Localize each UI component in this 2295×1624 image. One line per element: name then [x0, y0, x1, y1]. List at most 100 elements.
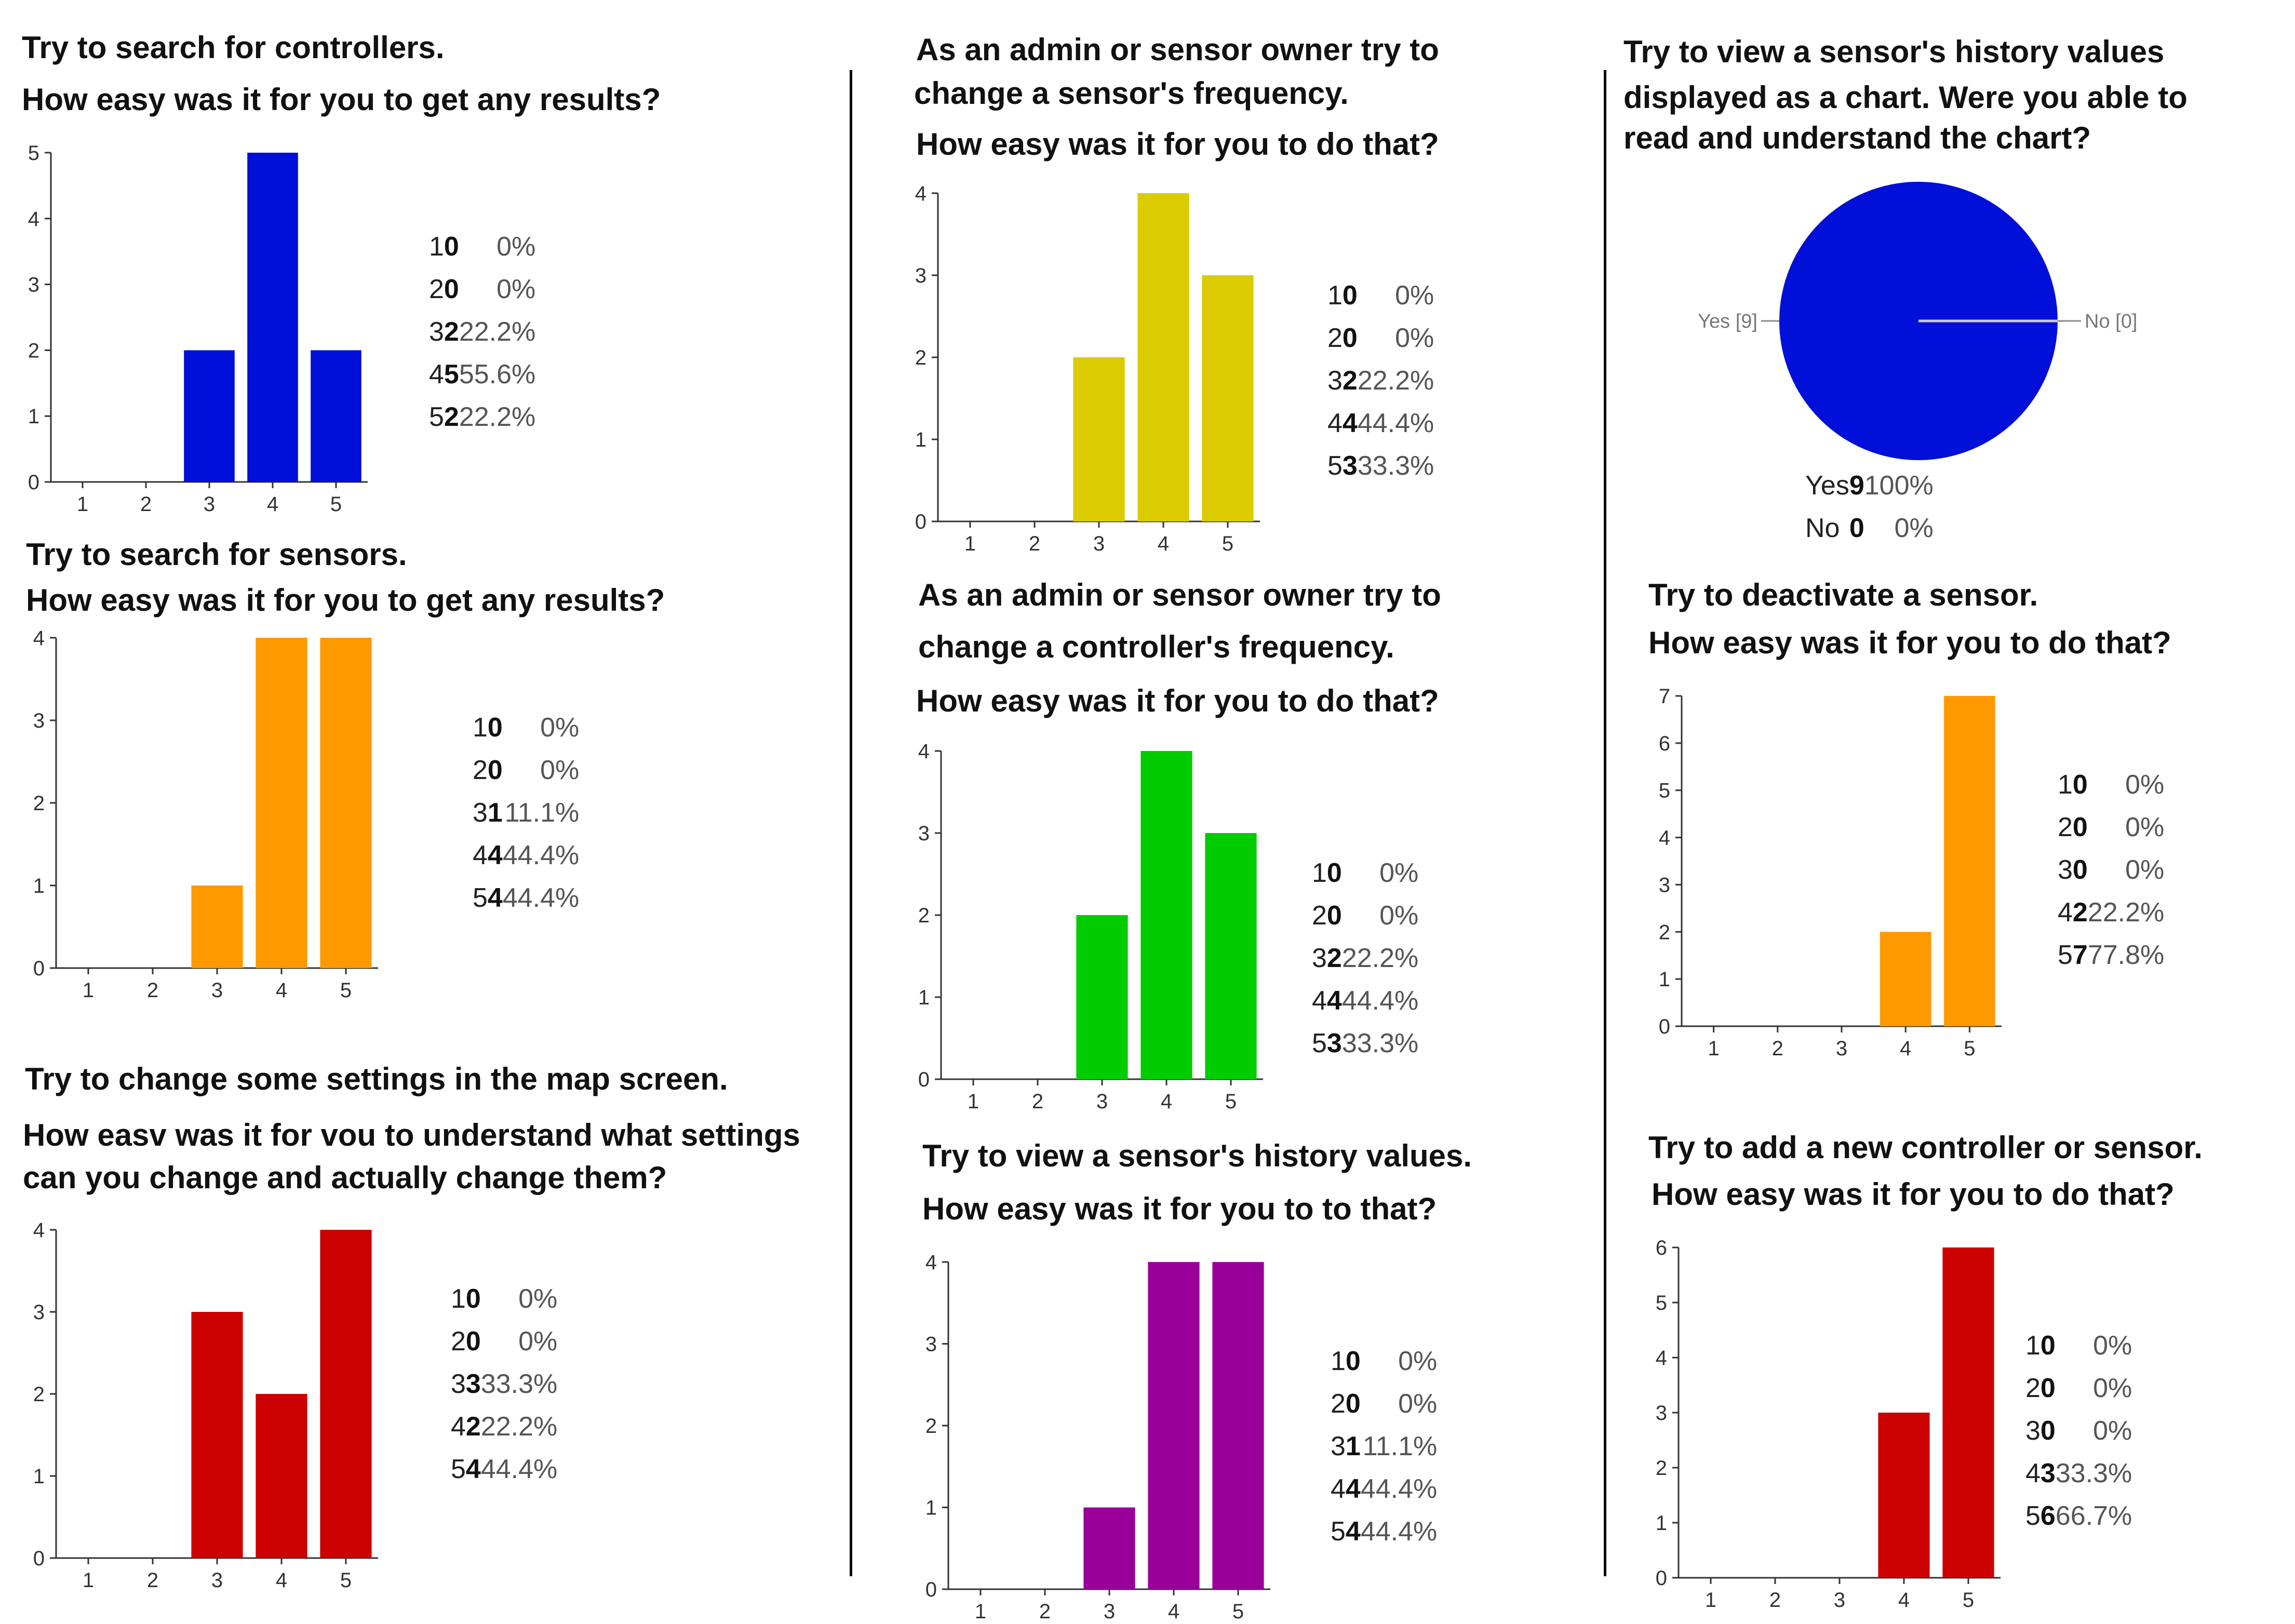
option-label: 5: [1312, 1028, 1327, 1058]
question-title-line: Try to deactivate a sensor.: [1648, 578, 2038, 612]
response-count: 0: [1345, 1389, 1361, 1419]
question-title-line: As an admin or sensor owner try to: [918, 578, 1441, 612]
response-percent: 44.4%: [1360, 1474, 1438, 1504]
x-tick-label: 4: [267, 493, 278, 516]
response-count: 4: [487, 840, 503, 870]
response-percent: 11.1%: [504, 798, 580, 828]
table-row: 5 4 44.4%: [473, 877, 579, 919]
response-percent: 44.4%: [1357, 408, 1434, 438]
table-row: Yes 9 100%: [1805, 464, 1934, 507]
response-count: 5: [444, 359, 459, 390]
option-label: 3: [2058, 855, 2073, 885]
option-label: Yes: [1805, 471, 1849, 501]
table-row: 3 1 11.1%: [473, 791, 579, 834]
bar-chart: 0 1 2 3 4 1 2 3 4 5: [918, 740, 1263, 1113]
bar-chart: 0 1 2 3 4 1 2 3 4 5: [33, 1219, 378, 1592]
response-count: 2: [444, 402, 459, 432]
x-tick-label: 3: [1096, 1090, 1108, 1113]
response-percent: 0%: [1379, 858, 1419, 888]
x-tick-label: 5: [1225, 1090, 1237, 1113]
y-tick-label: 4: [915, 182, 927, 205]
response-count: 0: [2072, 770, 2088, 800]
x-tick-label: 1: [77, 493, 88, 516]
option-label: 2: [451, 1326, 466, 1357]
results-table: Yes 9 100% No 0 0%: [1805, 464, 1934, 549]
x-tick-label: 3: [211, 979, 223, 1002]
response-count: 0: [487, 713, 503, 743]
bar: [320, 638, 372, 968]
response-percent: 22.2%: [1357, 366, 1434, 396]
table-row: 2 0 0%: [1312, 894, 1418, 937]
response-percent: 0%: [518, 1326, 558, 1357]
response-count: 4: [1345, 1474, 1361, 1504]
response-count: 6: [2040, 1501, 2056, 1531]
option-label: 1: [2058, 770, 2073, 800]
option-label: 3: [473, 798, 488, 828]
table-row: 1 0 0%: [429, 225, 535, 268]
x-tick-label: 2: [147, 1569, 158, 1592]
bar: [1944, 696, 1995, 1026]
table-row: 5 6 66.7%: [2025, 1495, 2132, 1537]
question-title-line: As an admin or sensor owner try to: [916, 32, 1439, 67]
y-tick-label: 2: [915, 346, 927, 369]
y-tick-label: 6: [1656, 1237, 1667, 1259]
question-title-line: Try to add a new controller or sensor.: [1648, 1130, 2203, 1165]
option-label: 1: [1327, 280, 1343, 311]
y-tick-label: 0: [915, 511, 927, 533]
response-count: 1: [1345, 1431, 1361, 1461]
y-tick-label: 6: [1659, 732, 1670, 755]
option-label: 4: [429, 359, 444, 390]
option-label: 4: [2058, 897, 2073, 928]
pie-chart: Yes [9] No [0]: [1698, 182, 2137, 460]
response-count: 0: [465, 1326, 481, 1357]
response-percent: 33.3%: [1341, 1028, 1419, 1058]
response-count: 0: [2072, 855, 2088, 885]
y-tick-label: 3: [28, 274, 39, 297]
y-tick-label: 3: [33, 1301, 45, 1324]
x-tick-label: 2: [140, 493, 152, 516]
results-table: 1 0 0% 2 0 0% 3 3 33.3% 4 2 22.2% 5 4 44.4%: [451, 1278, 557, 1491]
y-tick-label: 3: [925, 1333, 937, 1356]
x-tick-label: 3: [204, 493, 215, 516]
table-row: 1 0 0%: [2025, 1324, 2132, 1367]
bar: [256, 638, 307, 968]
table-row: 3 3 33.3%: [451, 1363, 557, 1405]
bar-chart: 0 1 2 3 4 5 6 1 2 3 4 5: [1656, 1237, 2001, 1612]
option-label: 4: [2025, 1458, 2041, 1488]
response-count: 0: [1342, 323, 1358, 353]
table-row: 2 0 0%: [429, 268, 535, 311]
response-percent: 22.2%: [1341, 943, 1419, 973]
table-row: 2 0 0%: [1327, 317, 1434, 359]
table-row: 1 0 0%: [473, 706, 579, 749]
option-label: 2: [2058, 812, 2073, 842]
y-tick-label: 1: [925, 1497, 937, 1520]
table-row: 5 4 44.4%: [1331, 1510, 1437, 1553]
y-tick-label: 0: [918, 1068, 930, 1091]
response-percent: 44.4%: [1341, 986, 1419, 1016]
question-title-line: How easy was it for you to do that?: [916, 683, 1439, 718]
response-count: 4: [465, 1454, 481, 1484]
response-percent: 44.4%: [502, 840, 580, 870]
table-row: 1 0 0%: [1331, 1340, 1437, 1383]
results-table: 1 0 0% 2 0 0% 3 2 22.2% 4 4 44.4% 5 3 33.3%: [1327, 274, 1434, 487]
x-tick-label: 4: [1161, 1090, 1172, 1113]
option-label: 4: [1312, 986, 1327, 1016]
x-tick-label: 2: [1032, 1090, 1043, 1113]
table-row: 5 3 33.3%: [1327, 445, 1434, 487]
y-tick-label: 2: [918, 904, 930, 927]
response-count: 4: [1345, 1516, 1361, 1547]
response-count: 4: [1326, 986, 1342, 1016]
bar: [1202, 275, 1254, 521]
response-percent: 44.4%: [1360, 1516, 1438, 1547]
response-percent: 0%: [496, 232, 536, 262]
table-row: 1 0 0%: [1327, 274, 1434, 317]
question-title-line: Try to search for controllers.: [22, 30, 445, 65]
response-count: 2: [465, 1412, 481, 1442]
question-title-line: How easy was it for you to do that?: [916, 127, 1439, 162]
y-tick-label: 2: [1659, 921, 1670, 944]
option-label: 1: [451, 1284, 466, 1314]
response-count: 3: [1342, 451, 1358, 481]
bar: [1880, 932, 1931, 1026]
question-title-line: can you change and actually change them?: [23, 1160, 667, 1195]
option-label: 5: [451, 1454, 466, 1484]
